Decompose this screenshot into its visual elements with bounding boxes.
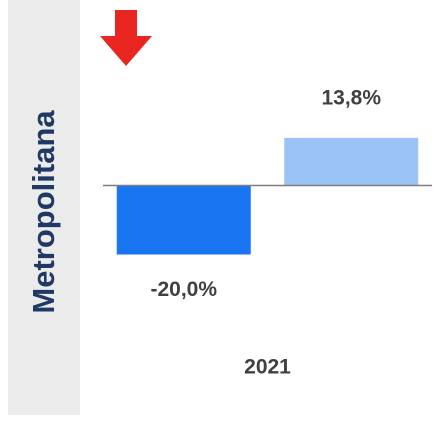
side-panel <box>8 0 80 415</box>
chart-title: Metropolitana <box>26 110 61 314</box>
data-label: 13,8% <box>321 86 381 109</box>
data-label: -20,0% <box>150 278 217 301</box>
x-tick-label: 2021 <box>244 356 291 379</box>
bar <box>284 137 419 186</box>
bar <box>116 185 251 255</box>
down-arrow-icon <box>100 10 152 66</box>
